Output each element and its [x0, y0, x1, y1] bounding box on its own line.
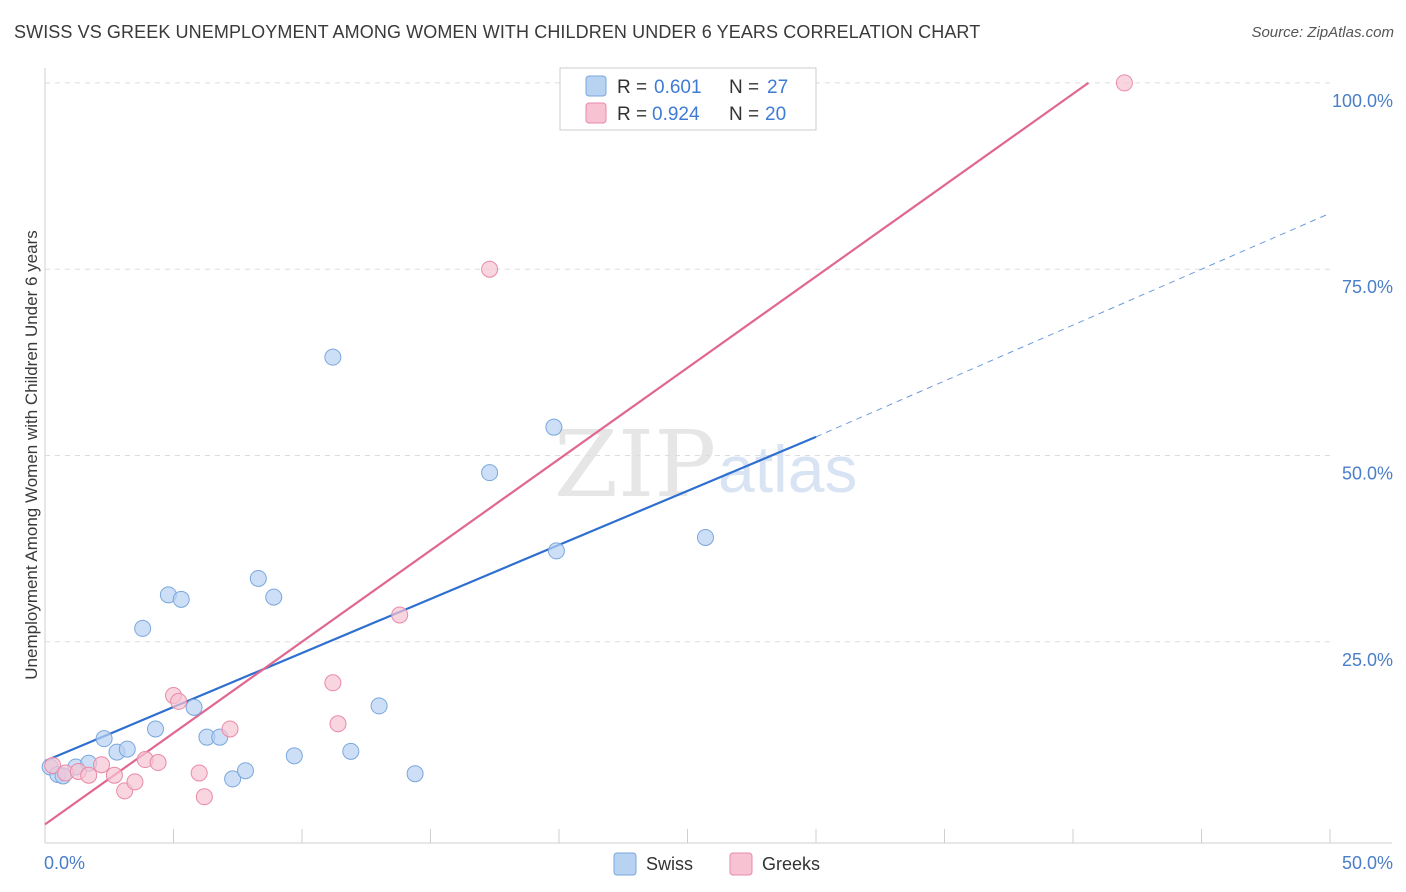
legend-r-label-greeks: R = — [617, 104, 647, 125]
swiss-point-19 — [286, 748, 302, 764]
swiss-point-22 — [371, 698, 387, 714]
x-tick-labels: 0.0% 50.0% — [44, 853, 1393, 873]
swiss-point-16 — [237, 763, 253, 779]
y-tick-labels: 25.0% 50.0% 75.0% 100.0% — [1332, 91, 1393, 670]
legend-n-label-greeks: N = — [729, 104, 759, 125]
greek-point-4 — [94, 757, 110, 773]
legend-swatch-swiss — [586, 76, 606, 96]
grid-lines — [45, 83, 1330, 642]
swiss-point-26 — [548, 543, 564, 559]
series-legend: Swiss Greeks — [614, 853, 820, 875]
y-tick-label: 25.0% — [1342, 650, 1393, 670]
legend-n-value-greeks: 20 — [765, 104, 786, 125]
greek-point-12 — [191, 765, 207, 781]
bottom-legend-label-greeks: Greeks — [762, 854, 820, 874]
legend-r-value-swiss: 0.601 — [654, 77, 702, 98]
stats-legend: R = 0.601 N = 27 R = 0.924 N = 20 — [560, 68, 816, 130]
swiss-point-11 — [173, 591, 189, 607]
greek-point-18 — [482, 261, 498, 277]
y-tick-label: 100.0% — [1332, 91, 1393, 111]
greek-point-5 — [106, 767, 122, 783]
swiss-point-17 — [250, 570, 266, 586]
swiss-trend-extension — [816, 213, 1330, 437]
greek-point-13 — [196, 789, 212, 805]
greek-point-17 — [392, 607, 408, 623]
chart-canvas: ZIP atlas 25.0%50.0%75.0%100.0% 0.0% 50.0… — [0, 0, 1406, 892]
bottom-legend-label-swiss: Swiss — [646, 854, 693, 874]
greek-point-16 — [330, 716, 346, 732]
bottom-legend-swatch-swiss — [614, 853, 636, 875]
swiss-point-5 — [96, 731, 112, 747]
greek-point-19 — [1116, 75, 1132, 91]
swiss-point-23 — [407, 766, 423, 782]
y-tick-label: 50.0% — [1342, 464, 1393, 484]
swiss-point-21 — [343, 743, 359, 759]
watermark-zip: ZIP — [554, 411, 716, 518]
bottom-legend-swatch-greeks — [730, 853, 752, 875]
swiss-point-12 — [186, 699, 202, 715]
y-axis-label: Unemployment Among Women with Children U… — [22, 230, 41, 679]
greek-point-14 — [222, 721, 238, 737]
swiss-point-27 — [697, 529, 713, 545]
legend-n-label-swiss: N = — [729, 77, 759, 98]
swiss-point-9 — [148, 721, 164, 737]
greek-point-9 — [150, 755, 166, 771]
legend-n-value-swiss: 27 — [767, 77, 788, 98]
x-tick-label: 50.0% — [1342, 853, 1393, 873]
swiss-point-8 — [135, 620, 151, 636]
y-tick-label: 75.0% — [1342, 277, 1393, 297]
swiss-point-7 — [119, 741, 135, 757]
legend-r-label-swiss: R = — [617, 77, 647, 98]
legend-r-value-greeks: 0.924 — [652, 104, 700, 125]
greek-trend-line — [45, 83, 1088, 824]
legend-swatch-greeks — [586, 103, 606, 123]
swiss-trend-line — [45, 437, 816, 761]
greek-point-7 — [127, 774, 143, 790]
chart-root: SWISS VS GREEK UNEMPLOYMENT AMONG WOMEN … — [0, 0, 1406, 892]
swiss-point-24 — [482, 465, 498, 481]
greek-point-15 — [325, 675, 341, 691]
x-tick-label: 0.0% — [44, 853, 85, 873]
greek-point-11 — [171, 693, 187, 709]
swiss-point-25 — [546, 419, 562, 435]
greek-point-3 — [81, 767, 97, 783]
swiss-point-18 — [266, 589, 282, 605]
swiss-point-20 — [325, 349, 341, 365]
